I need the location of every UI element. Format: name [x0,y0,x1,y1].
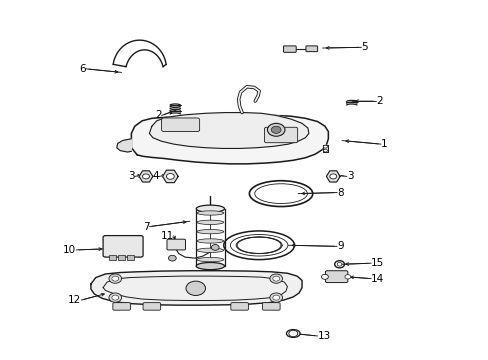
Text: 11: 11 [160,231,173,240]
FancyBboxPatch shape [262,303,280,310]
FancyBboxPatch shape [166,239,185,250]
Polygon shape [162,170,178,183]
Ellipse shape [197,211,224,215]
Ellipse shape [197,220,224,225]
Ellipse shape [286,329,300,337]
FancyBboxPatch shape [325,271,347,283]
Text: 1: 1 [380,139,387,149]
Ellipse shape [196,205,224,212]
Ellipse shape [196,262,224,270]
Text: 14: 14 [370,274,384,284]
Circle shape [271,126,281,134]
Polygon shape [91,271,302,305]
FancyBboxPatch shape [161,118,199,132]
Text: 13: 13 [317,331,330,341]
Polygon shape [131,114,328,164]
Circle shape [185,281,205,296]
FancyBboxPatch shape [283,46,296,52]
Polygon shape [117,139,131,152]
Ellipse shape [197,239,224,243]
Text: 10: 10 [63,245,76,255]
Ellipse shape [197,229,224,234]
Circle shape [323,145,327,148]
Circle shape [288,330,297,337]
Polygon shape [322,145,328,152]
Circle shape [329,174,336,179]
Circle shape [109,293,122,302]
Bar [109,255,116,260]
Circle shape [109,274,122,283]
Polygon shape [139,171,153,182]
Text: 8: 8 [336,188,343,198]
Bar [127,255,134,260]
FancyBboxPatch shape [103,235,143,257]
Circle shape [142,174,149,179]
Circle shape [112,276,119,281]
Text: 4: 4 [152,171,159,181]
Circle shape [323,149,327,152]
Circle shape [166,174,174,179]
Text: 2: 2 [375,96,382,106]
Text: 2: 2 [155,111,161,121]
FancyBboxPatch shape [264,127,297,143]
Circle shape [267,123,285,136]
Text: 12: 12 [68,295,81,305]
Text: 5: 5 [361,42,367,52]
Ellipse shape [197,248,224,252]
Text: 7: 7 [142,222,149,231]
Circle shape [344,275,350,279]
Polygon shape [149,113,308,148]
FancyBboxPatch shape [305,46,317,51]
Polygon shape [113,40,166,67]
Text: 3: 3 [346,171,353,181]
Circle shape [272,276,279,281]
Ellipse shape [197,257,224,262]
Circle shape [269,274,282,283]
Text: 15: 15 [370,258,384,268]
Polygon shape [326,171,339,182]
Circle shape [112,295,119,300]
FancyBboxPatch shape [230,303,248,310]
Bar [118,255,125,260]
Circle shape [321,274,328,279]
Circle shape [272,295,279,300]
Text: 3: 3 [128,171,135,181]
FancyBboxPatch shape [143,303,160,310]
FancyBboxPatch shape [113,303,130,310]
Circle shape [211,244,219,250]
Circle shape [269,293,282,302]
Text: 6: 6 [79,64,86,74]
Text: 9: 9 [336,241,343,251]
Circle shape [168,255,176,261]
